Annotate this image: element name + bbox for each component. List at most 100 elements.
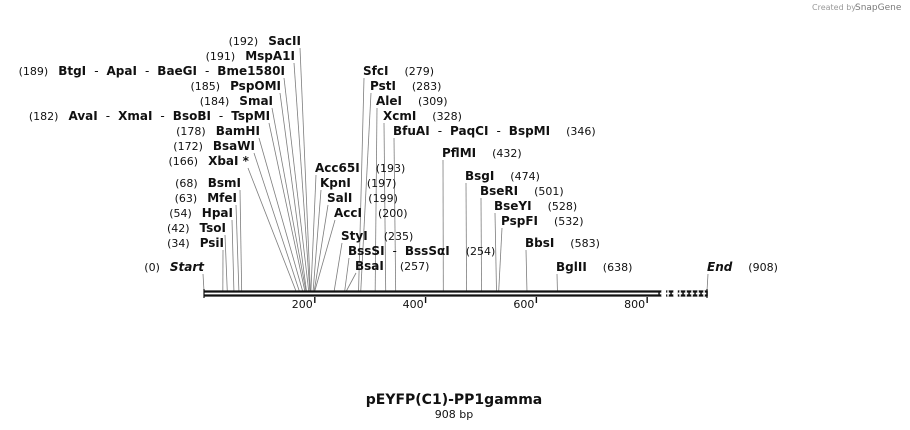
site-bsai-name-bsai: BsaI: [355, 259, 384, 273]
site-btgi-label[interactable]: (189) BtgI - ApaI - BaeGI - Bme1580I: [19, 64, 285, 78]
site-psii-name-psii: PsiI: [200, 236, 224, 250]
site-pspomi-name-pspomi: PspOMI: [230, 79, 281, 93]
site-sali-leader: [313, 204, 329, 292]
site-sali-label[interactable]: (199) SalI: [327, 191, 398, 205]
site-tsoi-leader: [224, 234, 228, 292]
site-end-label[interactable]: (908) End: [707, 260, 778, 274]
site-acci-name-acci: AccI: [334, 206, 362, 220]
backbone-hatch: [691, 290, 693, 297]
site-alei-position: (309): [418, 95, 448, 108]
site-bseyi-leader: [494, 212, 497, 292]
site-bsgi-label[interactable]: (474) BsgI: [465, 169, 540, 183]
site-avai-separator: -: [160, 109, 164, 123]
map-title: pEYFP(C1)-PP1gamma: [366, 392, 543, 408]
brand-name: SnapGene: [855, 3, 902, 13]
site-sacii-label[interactable]: (192) SacII: [229, 34, 301, 48]
site-styi-label[interactable]: (235) StyI: [341, 229, 413, 243]
site-pspomi-leader: [279, 92, 307, 292]
site-mfei-label[interactable]: (63) MfeI: [175, 191, 237, 205]
site-bsmi-leader: [239, 189, 243, 292]
site-sacii-position: (192): [229, 35, 259, 48]
site-psti-leader: [360, 92, 372, 292]
site-psii-label[interactable]: (34) PsiI: [167, 236, 224, 250]
site-xbai-label[interactable]: (166) XbaI *: [169, 154, 250, 168]
site-bsai-label[interactable]: (257) BsaI: [355, 259, 429, 273]
backbone-gap: [673, 290, 678, 297]
site-smai-label[interactable]: (184) SmaI: [200, 94, 273, 108]
site-bfuai-name-bspmi: BspMI: [509, 124, 550, 138]
site-bfuai-separator: -: [438, 124, 442, 138]
site-mspa1i-position: (191): [206, 50, 236, 63]
site-bamhi-name-bamhi: BamHI: [216, 124, 260, 138]
site-hpai-leader: [231, 219, 235, 292]
site-styi-name-styi: StyI: [341, 229, 368, 243]
site-hpai-label[interactable]: (54) HpaI: [169, 206, 233, 220]
site-psii-position: (34): [167, 237, 190, 250]
site-avai-name-bsobi: BsoBI: [173, 109, 211, 123]
site-bbsi-label[interactable]: (583) BbsI: [525, 236, 600, 250]
site-psti-label[interactable]: (283) PstI: [370, 79, 441, 93]
site-avai-name-xmai: XmaI: [118, 109, 152, 123]
site-btgi-name-baegi: BaeGI: [157, 64, 197, 78]
site-mfei-name-mfei: MfeI: [207, 191, 237, 205]
site-bseri-label[interactable]: (501) BseRI: [480, 184, 564, 198]
site-mspa1i-leader: [293, 62, 311, 292]
site-avai-name-tspmi: TspMI: [231, 109, 270, 123]
backbone-hatch: [697, 290, 699, 297]
site-start-label[interactable]: (0) Start: [144, 260, 205, 274]
site-smai-position: (184): [200, 95, 230, 108]
site-bsssi-position: (254): [466, 245, 496, 258]
site-bamhi-position: (178): [176, 125, 206, 138]
backbone-hatch: [679, 290, 681, 297]
site-bbsi-name-bbsi: BbsI: [525, 236, 554, 250]
site-bsawi-label[interactable]: (172) BsaWI: [173, 139, 255, 153]
site-start-leader: [202, 273, 205, 292]
site-bsawi-leader: [253, 152, 300, 292]
site-bsai-leader: [346, 272, 357, 292]
site-psti-name-psti: PstI: [370, 79, 396, 93]
site-bsai-position: (257): [400, 260, 430, 273]
site-pflmi-label[interactable]: (432) PflMI: [442, 146, 522, 160]
site-labels: (0) Start (34) PsiI (42) TsoI (54) HpaI (63) MfeI…: [19, 34, 778, 274]
site-avai-name-avai: AvaI: [69, 109, 98, 123]
site-bglii-label[interactable]: (638) BglII: [556, 260, 632, 274]
site-start-position: (0): [144, 261, 160, 274]
site-mfei-position: (63): [175, 192, 198, 205]
site-bfuai-separator: -: [497, 124, 501, 138]
site-tsoi-label[interactable]: (42) TsoI: [167, 221, 226, 235]
site-bseyi-label[interactable]: (528) BseYI: [494, 199, 577, 213]
site-xcmi-name-xcmi: XcmI: [383, 109, 416, 123]
site-avai-label[interactable]: (182) AvaI - XmaI - BsoBI - TspMI: [29, 109, 270, 123]
site-bsssi-leader: [344, 257, 350, 292]
site-acci-label[interactable]: (200) AccI: [334, 206, 408, 220]
site-xbai-position: (166): [169, 155, 199, 168]
backbone-hatch: [682, 290, 684, 297]
site-bamhi-label[interactable]: (178) BamHI: [176, 124, 260, 138]
site-pspfi-label[interactable]: (532) PspFI: [501, 214, 584, 228]
site-mfei-leader: [235, 204, 240, 292]
site-sfci-label[interactable]: (279) SfcI: [363, 64, 434, 78]
site-mspa1i-label[interactable]: (191) MspA1I: [206, 49, 295, 63]
axis-tick-label-400: 400: [403, 298, 424, 311]
backbone-hatch: [694, 290, 696, 297]
site-pspfi-name-pspfi: PspFI: [501, 214, 538, 228]
site-sali-position: (199): [368, 192, 398, 205]
site-xcmi-label[interactable]: (328) XcmI: [383, 109, 462, 123]
site-end-position: (908): [748, 261, 778, 274]
site-acc65i-label[interactable]: (193) Acc65I: [315, 161, 405, 175]
site-bsssi-label[interactable]: (254) BssSI - BssSαI: [348, 244, 495, 258]
site-btgi-name-apai: ApaI: [107, 64, 137, 78]
site-bfuai-label[interactable]: (346)BfuAI - PaqCI - BspMI: [393, 124, 596, 138]
backbone-hatch: [703, 290, 705, 297]
backbone-hatch: [667, 290, 669, 297]
site-pspomi-label[interactable]: (185) PspOMI: [191, 79, 282, 93]
site-avai-leader: [268, 122, 306, 292]
site-kpni-label[interactable]: (197) KpnI: [320, 176, 396, 190]
site-btgi-leader: [283, 77, 310, 292]
site-bsgi-leader: [465, 182, 467, 292]
site-alei-label[interactable]: (309) AleI: [376, 94, 448, 108]
backbone-hatch: [688, 290, 690, 297]
site-btgi-name-bme1580i: Bme1580I: [217, 64, 285, 78]
site-bsmi-label[interactable]: (68) BsmI: [175, 176, 241, 190]
